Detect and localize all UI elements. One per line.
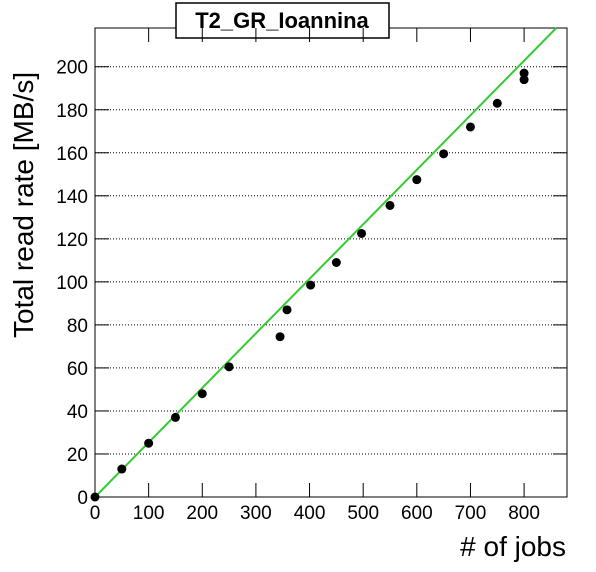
point bbox=[90, 492, 100, 502]
point bbox=[412, 175, 422, 185]
point bbox=[439, 149, 449, 159]
x-axis-label: # of jobs bbox=[460, 531, 566, 562]
plot-frame bbox=[94, 27, 568, 498]
fit-line bbox=[94, 27, 557, 498]
point bbox=[519, 75, 529, 85]
point bbox=[117, 464, 127, 474]
point bbox=[144, 438, 154, 448]
chart-title: T2_GR_Ioannina bbox=[195, 8, 369, 33]
y-tick-label: 200 bbox=[56, 58, 88, 79]
x-tick-label: 100 bbox=[133, 503, 165, 524]
point bbox=[519, 68, 529, 78]
y-tick-label: 180 bbox=[56, 101, 88, 122]
point bbox=[465, 122, 475, 132]
title-box bbox=[175, 2, 390, 39]
y-tick-label: 120 bbox=[56, 230, 88, 251]
point bbox=[385, 200, 395, 210]
x-tick-label: 600 bbox=[401, 503, 433, 524]
y-tick-label: 160 bbox=[56, 144, 88, 165]
x-tick-label: 400 bbox=[294, 503, 326, 524]
x-tick-label: 700 bbox=[455, 503, 487, 524]
x-tick-label: 300 bbox=[240, 503, 272, 524]
y-tick-label: 60 bbox=[67, 359, 88, 380]
point bbox=[357, 228, 367, 238]
point bbox=[170, 412, 180, 422]
y-tick-label: 100 bbox=[56, 273, 88, 294]
point bbox=[275, 332, 285, 342]
x-tick-label: 800 bbox=[508, 503, 540, 524]
point bbox=[197, 389, 207, 399]
y-tick-label: 0 bbox=[77, 488, 88, 509]
point bbox=[306, 280, 316, 290]
point bbox=[224, 362, 234, 372]
y-axis-label: Total read rate [MB/s] bbox=[8, 72, 39, 338]
y-tick-label: 140 bbox=[56, 187, 88, 208]
x-tick-label: 0 bbox=[90, 503, 101, 524]
point bbox=[331, 258, 341, 267]
x-tick-label: 200 bbox=[186, 503, 218, 524]
x-tick-label: 500 bbox=[347, 503, 379, 524]
y-tick-label: 80 bbox=[67, 316, 88, 337]
point bbox=[282, 305, 292, 315]
y-tick-label: 20 bbox=[67, 445, 88, 466]
y-tick-label: 40 bbox=[67, 402, 88, 423]
point bbox=[492, 98, 502, 108]
